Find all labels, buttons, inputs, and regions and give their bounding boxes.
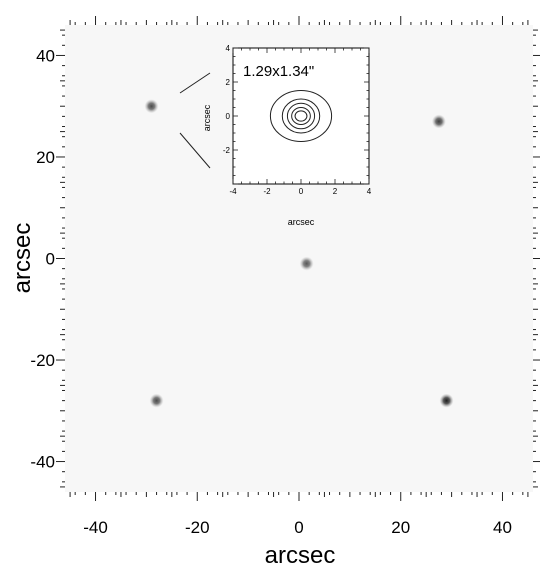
source-point: [431, 114, 446, 129]
inset-axis-ticks: [232, 47, 370, 185]
source-point: [149, 393, 164, 408]
inset-y-tick-label: -2: [223, 146, 231, 155]
y-tick-label: 0: [46, 250, 55, 269]
x-tick-label: -20: [185, 518, 210, 537]
inset-fwhm-annotation: 1.29x1.34": [243, 63, 314, 80]
inset-y-tick-label: 0: [226, 112, 231, 121]
y-axis-title: arcsec: [9, 223, 36, 294]
inset-contour: [294, 110, 308, 122]
x-tick-label: -40: [83, 518, 108, 537]
inset-x-tick-label: -4: [229, 187, 237, 196]
y-tick-label: 20: [36, 148, 55, 167]
inset-x-tick-label: -2: [263, 187, 271, 196]
x-tick-label: 20: [391, 518, 410, 537]
inset-contour: [291, 107, 311, 125]
inset-connector-top: [179, 72, 211, 94]
inset-axis-tick-labels: -4 -2 0 2 4 4 2 0 -2: [223, 44, 372, 196]
x-tick-label: 40: [493, 518, 512, 537]
inset-y-tick-label: 2: [226, 78, 231, 87]
inset-connector-bottom: [179, 132, 211, 169]
inset-x-axis-title: arcsec: [288, 217, 315, 227]
inset-y-axis-title: arcsec: [202, 104, 212, 131]
y-tick-label: -40: [30, 453, 55, 472]
inset-y-tick-label: 4: [226, 44, 231, 53]
inset-x-tick-label: 4: [367, 187, 372, 196]
inset-contour: [269, 90, 333, 142]
inset-contour: [286, 102, 316, 130]
y-tick-label: -20: [30, 351, 55, 370]
source-point: [144, 99, 159, 114]
x-tick-label: 0: [294, 518, 303, 537]
x-axis-title: arcsec: [265, 542, 336, 569]
inset-contours: [269, 90, 333, 142]
source-point: [299, 256, 314, 271]
inset-x-tick-label: 2: [333, 187, 338, 196]
inset-x-tick-label: 0: [299, 187, 304, 196]
y-tick-label: 40: [36, 46, 55, 65]
source-point: [439, 393, 454, 408]
inset-contour: [281, 98, 321, 134]
main-sources: [144, 99, 454, 408]
main-axis-ticks: [56, 16, 540, 501]
